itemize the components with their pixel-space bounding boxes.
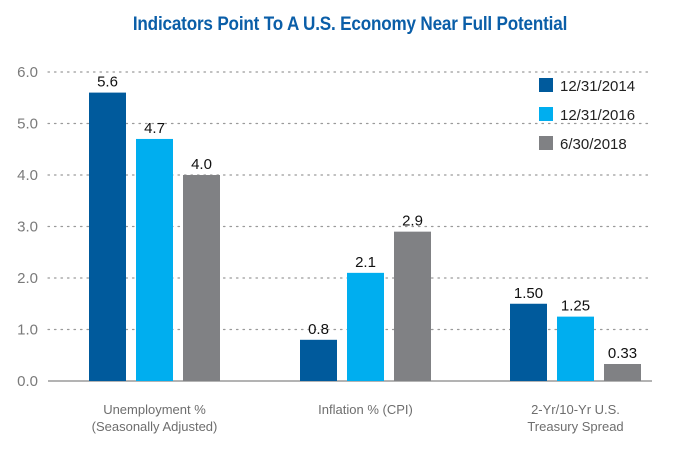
value-label: 2.1 [355, 254, 376, 271]
y-tick-label: 5.0 [17, 116, 38, 133]
y-tick-label: 4.0 [17, 167, 38, 184]
category-label: (Seasonally Adjusted) [92, 419, 218, 434]
y-tick-label: 2.0 [17, 270, 38, 287]
category-label: Treasury Spread [527, 419, 623, 434]
bar [300, 339, 337, 381]
value-label: 1.50 [514, 285, 543, 302]
value-label: 1.25 [561, 298, 590, 315]
legend-swatch [539, 136, 553, 150]
value-label: 4.0 [191, 156, 212, 173]
bar [136, 138, 173, 381]
value-labels: 5.6 0.8 1.50 4.7 2.1 1.25 4.0 2.9 0.33 [97, 74, 637, 362]
bar [183, 175, 220, 381]
y-tick-label: 0.0 [17, 373, 38, 390]
category-labels: Unemployment % (Seasonally Adjusted) Infla… [92, 402, 624, 434]
value-label: 0.33 [608, 345, 637, 362]
legend-label: 6/30/2018 [560, 136, 627, 153]
bar [89, 92, 126, 381]
category-label: Unemployment % [103, 402, 206, 417]
legend-label: 12/31/2016 [560, 107, 635, 124]
value-label: 4.7 [144, 120, 165, 137]
legend: 12/31/2014 12/31/2016 6/30/2018 [539, 78, 635, 153]
bars [89, 92, 641, 381]
bar [394, 231, 431, 381]
chart-title: Indicators Point To A U.S. Economy Near … [132, 14, 568, 35]
bar [604, 364, 641, 381]
value-label: 2.9 [402, 213, 423, 230]
y-axis-ticks: 0.0 1.0 2.0 3.0 4.0 5.0 6.0 [17, 64, 38, 390]
category-label: 2-Yr/10-Yr U.S. [531, 402, 620, 417]
category-label: Inflation % (CPI) [318, 402, 413, 417]
y-tick-label: 3.0 [17, 219, 38, 236]
value-label: 5.6 [97, 74, 118, 91]
y-tick-label: 6.0 [17, 64, 38, 81]
bar [347, 272, 384, 381]
legend-swatch [539, 78, 553, 92]
y-tick-label: 1.0 [17, 322, 38, 339]
bar [557, 316, 594, 381]
legend-swatch [539, 107, 553, 121]
legend-label: 12/31/2014 [560, 78, 635, 95]
value-label: 0.8 [308, 321, 329, 338]
bar [510, 303, 547, 381]
